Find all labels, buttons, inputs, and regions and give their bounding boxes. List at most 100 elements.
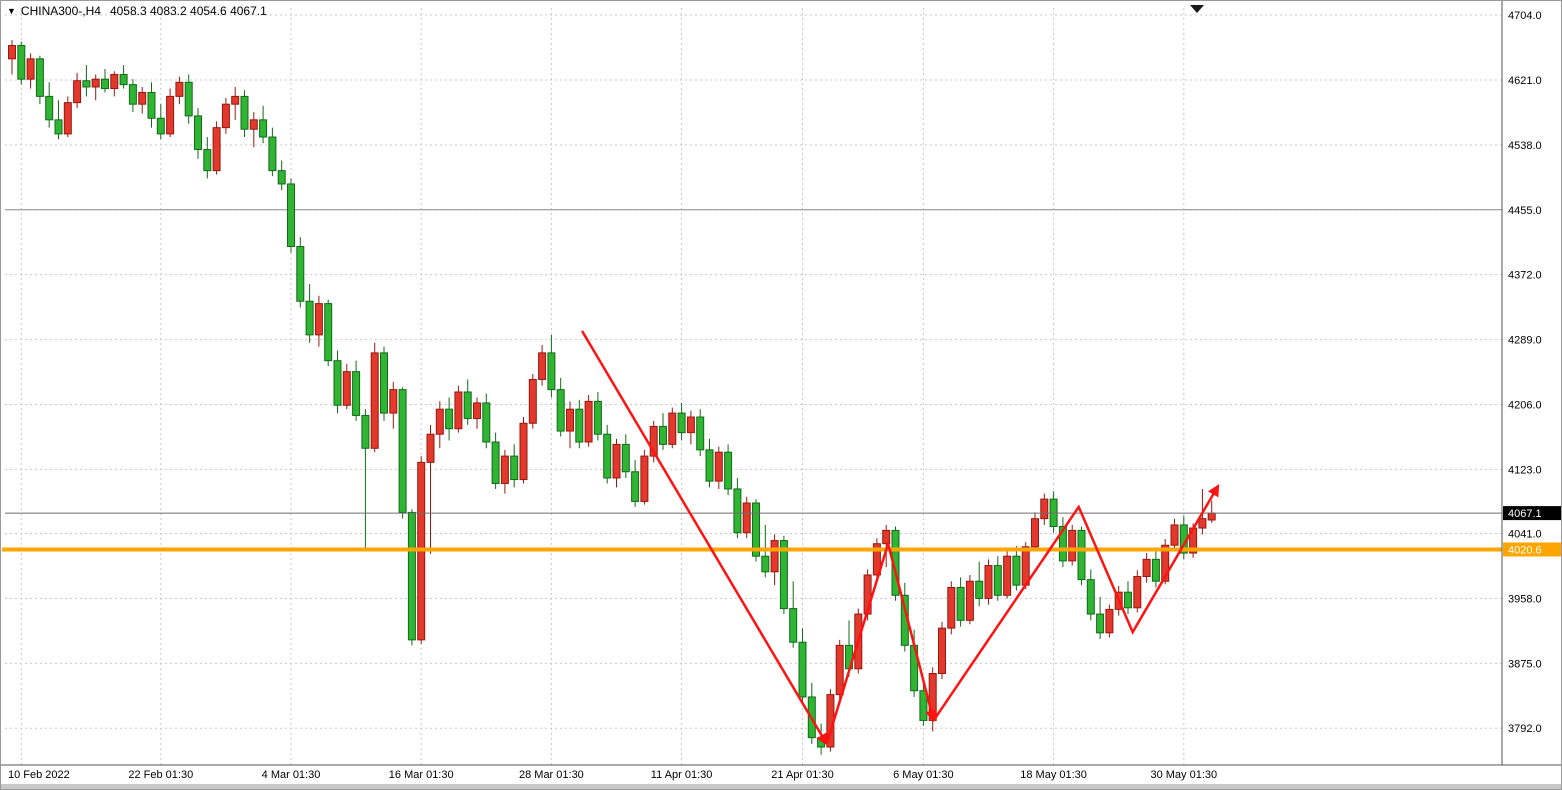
- candle: [835, 639, 844, 699]
- candle: [1096, 596, 1105, 640]
- candle: [454, 385, 463, 433]
- trend-arrow[interactable]: [932, 484, 1220, 722]
- candle: [231, 86, 240, 120]
- candle: [1058, 517, 1067, 568]
- candle: [119, 65, 128, 89]
- candle: [305, 284, 314, 343]
- candle: [389, 381, 398, 429]
- candle: [82, 65, 91, 97]
- candle: [724, 444, 733, 496]
- candle: [8, 40, 16, 75]
- candle: [63, 96, 72, 138]
- candle: [975, 561, 984, 607]
- candle: [640, 449, 649, 505]
- time-axis-label: 6 May 01:30: [893, 769, 954, 781]
- candle: [17, 41, 26, 85]
- candle: [240, 90, 249, 138]
- candle: [147, 82, 156, 128]
- time-axis-label: 28 Mar 01:30: [519, 769, 584, 781]
- price-axis-label: 4455.0: [1508, 205, 1542, 217]
- candle: [110, 71, 119, 97]
- price-axis-label: 4538.0: [1508, 140, 1542, 152]
- price-axis-label: 3958.0: [1508, 593, 1542, 605]
- symbol-dropdown-icon[interactable]: ▼: [7, 5, 16, 16]
- candle: [1151, 548, 1160, 588]
- candle: [473, 397, 481, 429]
- candle: [101, 68, 109, 93]
- time-axis-label: 11 Apr 01:30: [651, 769, 713, 781]
- candlestick-series: [8, 40, 1216, 755]
- candle: [1077, 526, 1086, 586]
- candle: [566, 401, 574, 449]
- candle: [519, 416, 528, 484]
- candle: [575, 399, 584, 449]
- time-axis-label: 16 Mar 01:30: [389, 769, 454, 781]
- candle: [35, 55, 44, 105]
- chart-title: ▼ CHINA300-,H4 4058.3 4083.2 4054.6 4067…: [7, 4, 267, 18]
- candle: [686, 410, 695, 445]
- time-axis: 10 Feb 2022 22 Feb 01:30 4 Mar 01:30 16 Mar…: [8, 769, 1217, 781]
- candle: [984, 559, 993, 605]
- candle: [445, 397, 454, 441]
- candle: [649, 420, 658, 463]
- svg-text:4067.1: 4067.1: [1508, 508, 1542, 520]
- ohlc-readout: 4058.3 4083.2 4054.6 4067.1: [109, 4, 267, 18]
- price-axis-label: 4041.0: [1508, 529, 1542, 541]
- candle: [798, 628, 807, 703]
- candle: [463, 379, 472, 425]
- candle: [407, 509, 416, 646]
- candle: [203, 137, 212, 179]
- current-price-tag: 4067.1: [1503, 506, 1561, 521]
- trend-arrow[interactable]: [825, 539, 937, 745]
- trend-arrow[interactable]: [581, 330, 828, 746]
- candle: [287, 178, 295, 253]
- candle: [342, 363, 351, 410]
- candle: [956, 577, 965, 627]
- time-axis-label: 22 Feb 01:30: [128, 769, 193, 781]
- time-axis-label: 18 May 01:30: [1020, 769, 1087, 781]
- candle: [166, 88, 175, 138]
- price-axis-label: 3875.0: [1508, 658, 1542, 670]
- candle: [156, 104, 165, 140]
- candle: [296, 237, 305, 308]
- candle: [268, 127, 277, 177]
- candle: [54, 100, 63, 140]
- candle: [212, 121, 221, 175]
- candle: [938, 621, 946, 679]
- candle: [603, 424, 612, 484]
- candle: [184, 74, 193, 124]
- hline-price-tag: 4020.6: [1503, 542, 1561, 557]
- candle: [584, 395, 593, 447]
- candle: [128, 79, 137, 113]
- candle: [73, 72, 82, 109]
- horizontal-scrollbar[interactable]: [1, 784, 1561, 789]
- candle: [1086, 569, 1095, 621]
- candle: [138, 86, 147, 114]
- candle: [742, 496, 751, 539]
- candle: [45, 82, 54, 128]
- candle: [612, 438, 621, 488]
- candle: [556, 377, 565, 437]
- candle: [547, 334, 556, 398]
- chart-shift-marker[interactable]: [1190, 5, 1204, 13]
- candle: [491, 432, 500, 489]
- candle: [659, 413, 667, 450]
- candle: [919, 678, 928, 726]
- candle: [1142, 553, 1151, 583]
- candle: [1105, 604, 1114, 638]
- price-axis-label: 4123.0: [1508, 464, 1542, 476]
- candle: [631, 460, 640, 507]
- candle: [770, 534, 779, 586]
- candle: [277, 160, 286, 191]
- candle: [872, 538, 881, 582]
- price-axis-label: 4621.0: [1508, 75, 1542, 87]
- candle: [249, 112, 258, 148]
- candle: [333, 350, 342, 414]
- candle: [352, 360, 361, 421]
- price-axis-label: 4704.0: [1508, 10, 1542, 22]
- candle: [593, 391, 602, 441]
- candle: [370, 342, 379, 453]
- candle: [221, 97, 230, 134]
